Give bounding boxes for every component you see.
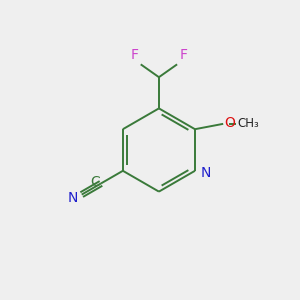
Text: C: C (90, 175, 100, 189)
Text: CH₃: CH₃ (238, 117, 259, 130)
Text: F: F (180, 48, 188, 62)
Text: N: N (200, 166, 211, 180)
Text: N: N (68, 191, 78, 205)
Text: O: O (224, 116, 235, 130)
Text: F: F (130, 48, 138, 62)
